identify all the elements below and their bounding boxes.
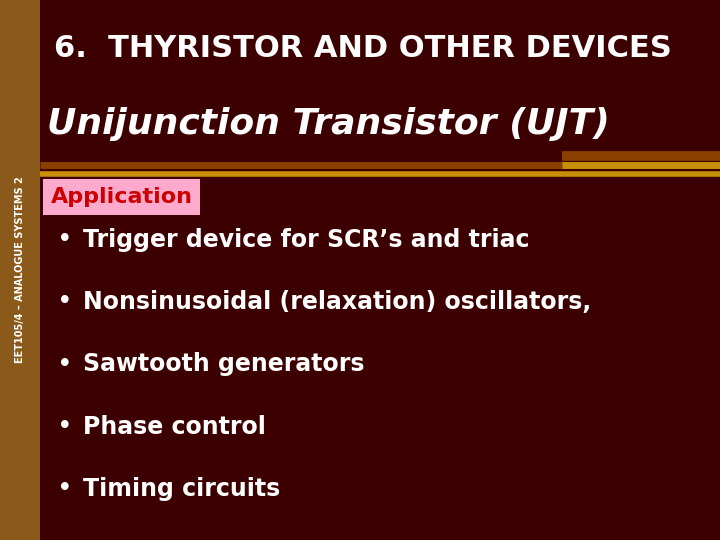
FancyBboxPatch shape — [0, 0, 40, 540]
Text: Nonsinusoidal (relaxation) oscillators,: Nonsinusoidal (relaxation) oscillators, — [83, 291, 591, 314]
Text: Phase control: Phase control — [83, 415, 266, 438]
Text: •: • — [57, 289, 73, 315]
Text: Application: Application — [50, 187, 192, 207]
Text: •: • — [57, 227, 73, 253]
Text: •: • — [57, 352, 73, 377]
Text: •: • — [57, 476, 73, 502]
Text: Unijunction Transistor (UJT): Unijunction Transistor (UJT) — [47, 107, 610, 141]
Text: Trigger device for SCR’s and triac: Trigger device for SCR’s and triac — [83, 228, 529, 252]
Text: EET105/4 – ANALOGUE SYSTEMS 2: EET105/4 – ANALOGUE SYSTEMS 2 — [15, 177, 24, 363]
Text: Timing circuits: Timing circuits — [83, 477, 280, 501]
Text: •: • — [57, 414, 73, 440]
Text: Sawtooth generators: Sawtooth generators — [83, 353, 364, 376]
Text: 6.  THYRISTOR AND OTHER DEVICES: 6. THYRISTOR AND OTHER DEVICES — [54, 34, 672, 63]
